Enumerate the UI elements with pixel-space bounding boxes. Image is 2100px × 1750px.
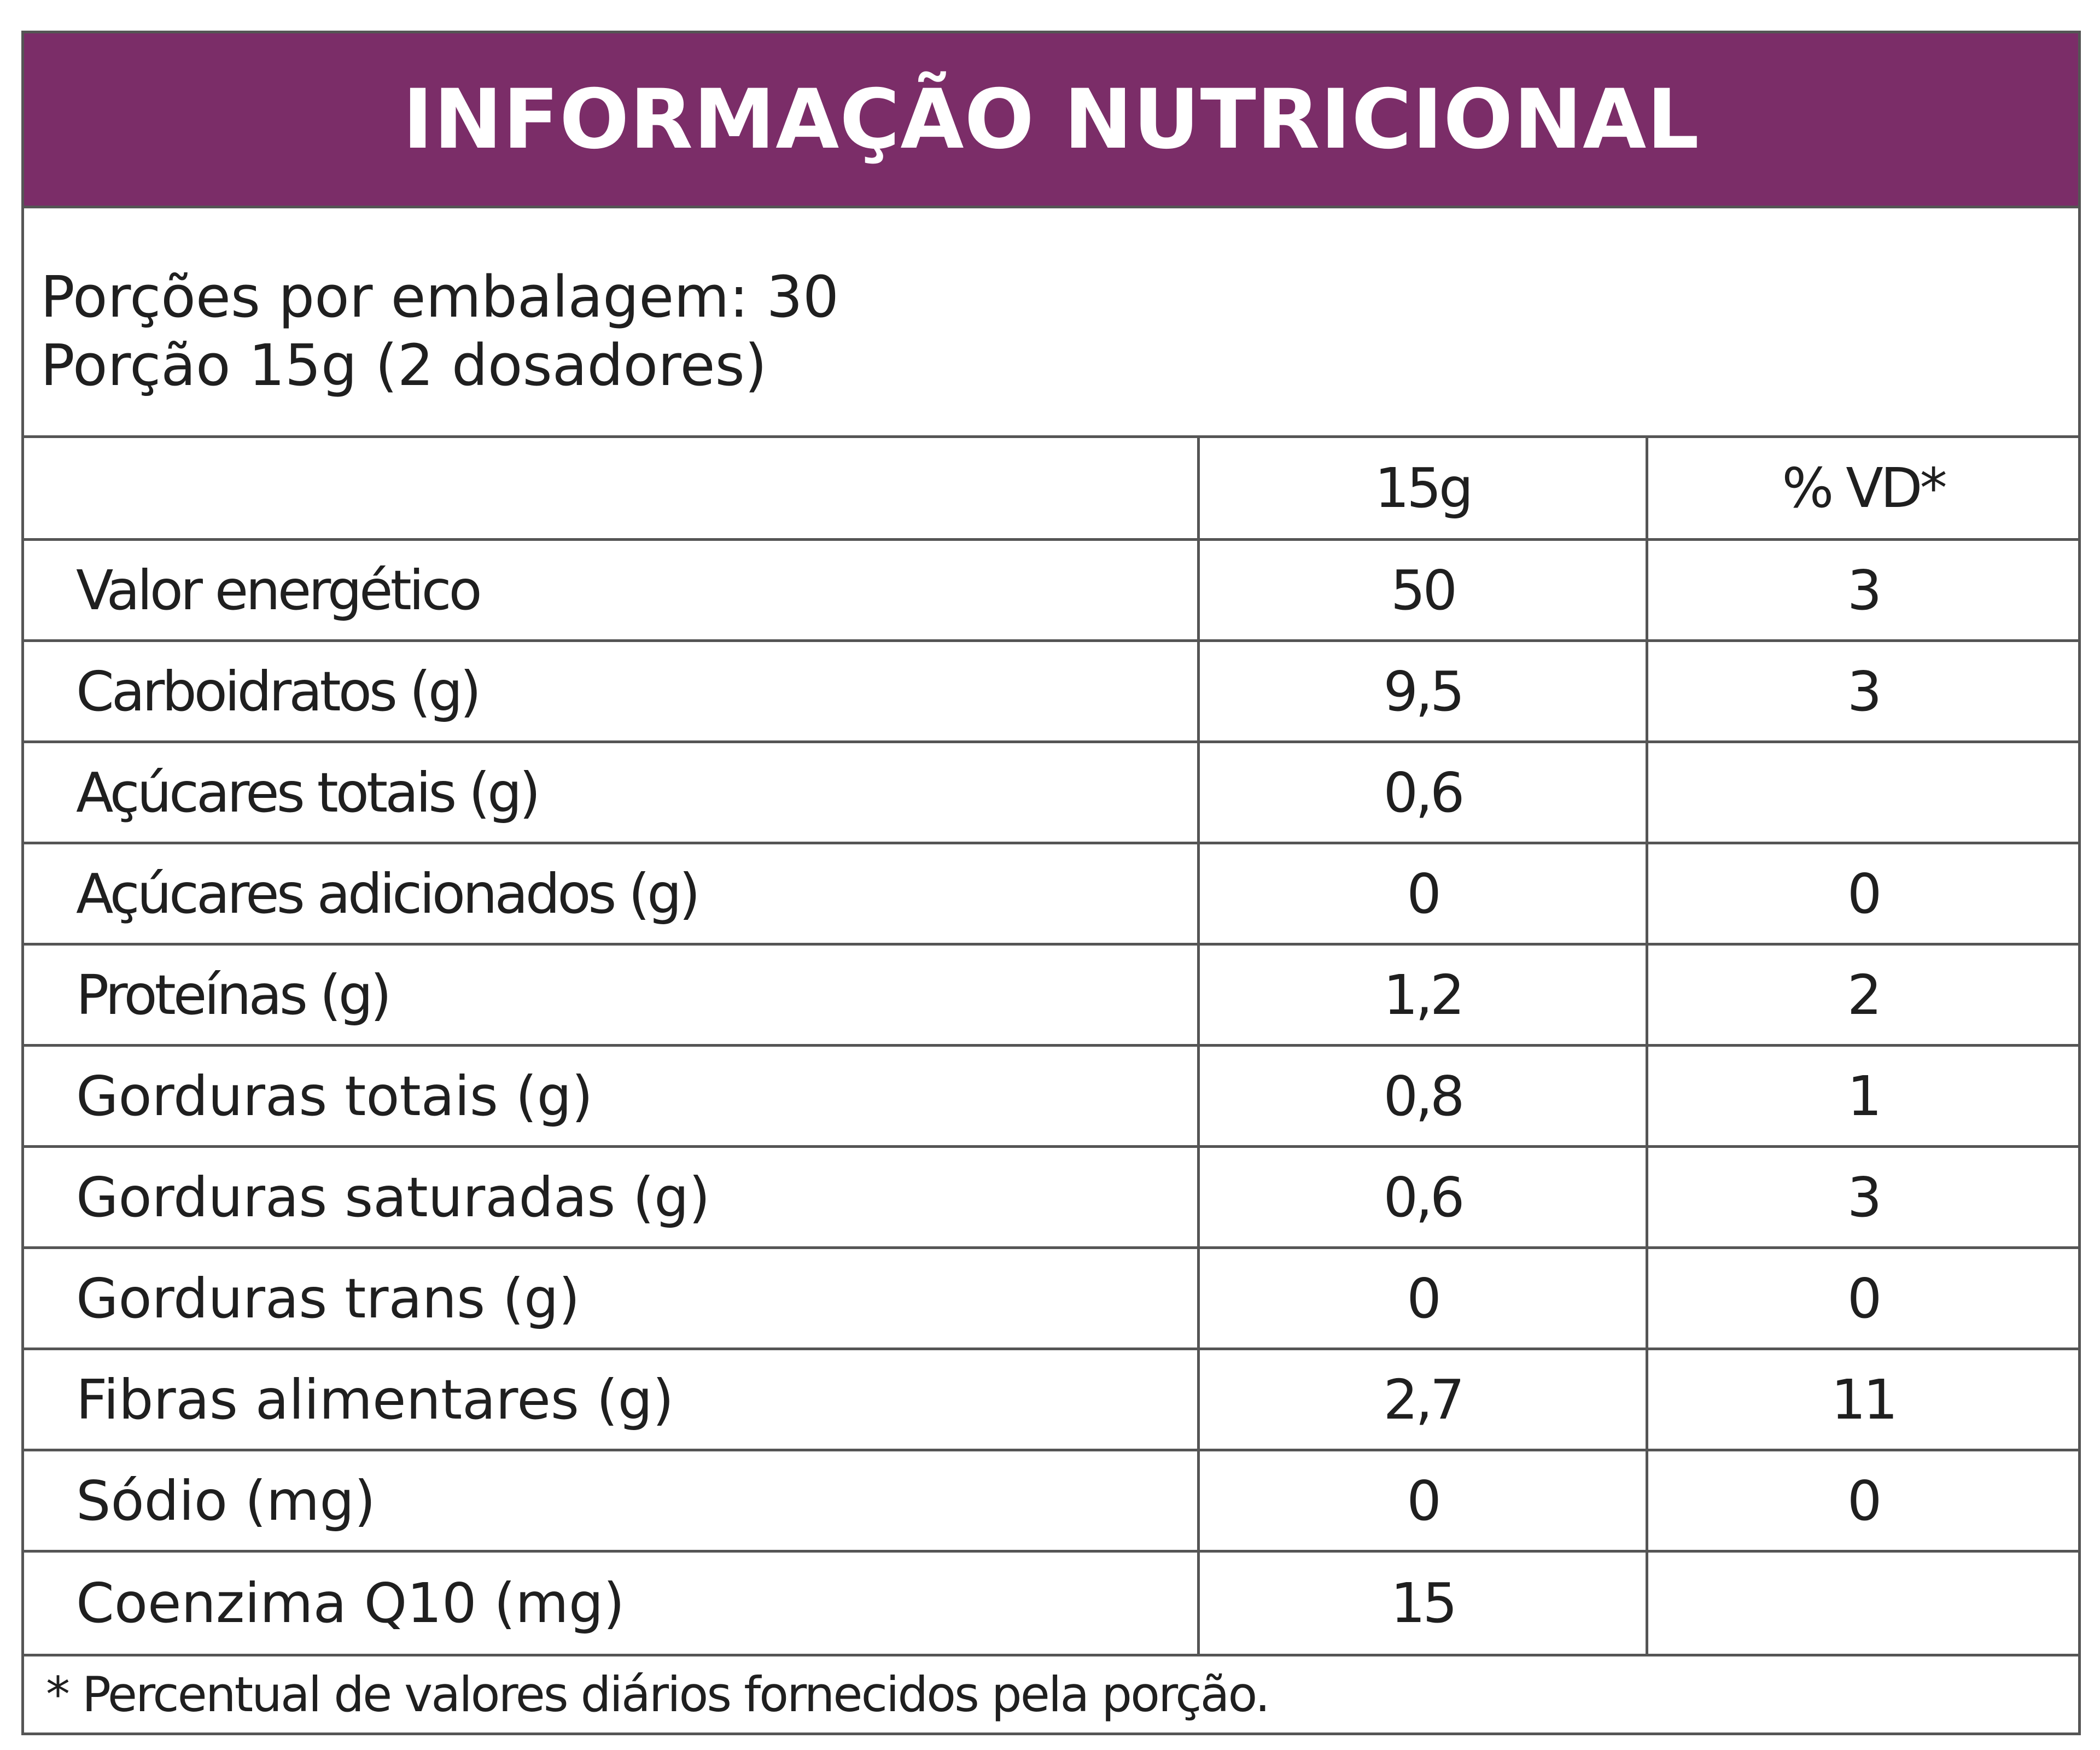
nutrient-quantity: 0,8: [1200, 1047, 1648, 1145]
nutrient-quantity: 15: [1200, 1553, 1648, 1654]
nutrient-quantity: 0: [1200, 844, 1648, 943]
daily-value-footnote: * Percentual de valores diários fornecid…: [46, 1666, 1270, 1723]
table-row: Valor energético 50 3: [24, 541, 2078, 642]
nutrient-quantity: 2,7: [1200, 1350, 1648, 1449]
nutrient-quantity: 9,5: [1200, 642, 1648, 740]
nutrient-daily-value: [1648, 743, 2078, 842]
table-row: Açúcares totais (g) 0,6: [24, 743, 2078, 844]
table-row: Açúcares adicionados (g) 0 0: [24, 844, 2078, 946]
nutrition-header: INFORMAÇÃO NUTRICIONAL: [24, 33, 2078, 208]
nutrient-name: Proteínas (g): [24, 946, 1200, 1044]
table-row: Coenzima Q10 (mg) 15: [24, 1553, 2078, 1656]
nutrient-quantity: 1,2: [1200, 946, 1648, 1044]
nutrient-name: Carboidratos (g): [24, 642, 1200, 740]
nutrient-quantity: 0: [1200, 1249, 1648, 1348]
nutrient-daily-value: 3: [1847, 558, 1882, 622]
nutrient-daily-value: [1648, 1553, 2078, 1654]
nutrient-name: Açúcares adicionados (g): [24, 844, 1200, 943]
nutrient-quantity: 0,6: [1200, 1148, 1648, 1246]
nutrient-daily-value: 2: [1847, 962, 1882, 1027]
nutrition-facts-label: INFORMAÇÃO NUTRICIONAL Porções por embal…: [21, 31, 2081, 1735]
nutrient-daily-value: 0: [1847, 1468, 1882, 1533]
nutrient-name: Gorduras trans (g): [24, 1249, 1200, 1348]
nutrition-title: INFORMAÇÃO NUTRICIONAL: [402, 72, 1700, 167]
servings-info: Porções por embalagem: 30 Porção 15g (2 …: [24, 208, 2078, 438]
nutrient-daily-value: 11: [1831, 1367, 1898, 1432]
table-row: Sódio (mg) 0 0: [24, 1451, 2078, 1553]
column-header-nutrient: [24, 438, 1200, 538]
column-header-quantity: 15g: [1200, 438, 1648, 538]
table-row: Gorduras trans (g) 0 0: [24, 1249, 2078, 1350]
table-header-row: 15g % VD*: [24, 438, 2078, 541]
table-row: Gorduras totais (g) 0,8 1: [24, 1047, 2078, 1148]
table-row: Fibras alimentares (g) 2,7 11: [24, 1350, 2078, 1451]
nutrient-name: Fibras alimentares (g): [24, 1350, 1200, 1449]
nutrient-name: Valor energético: [24, 541, 1200, 639]
table-row: Gorduras saturadas (g) 0,6 3: [24, 1148, 2078, 1249]
portion-size: Porção 15g (2 dosadores): [40, 332, 767, 399]
nutrient-quantity: 0: [1200, 1451, 1648, 1550]
servings-per-package: Porções por embalagem: 30: [40, 264, 839, 330]
nutrient-daily-value: 3: [1847, 659, 1882, 724]
nutrient-name: Gorduras totais (g): [24, 1047, 1200, 1145]
nutrition-table: 15g % VD* Valor energético 50 3 Carboidr…: [24, 438, 2078, 1656]
nutrient-quantity: 50: [1200, 541, 1648, 639]
nutrient-name: Açúcares totais (g): [24, 743, 1200, 842]
nutrient-daily-value: 1: [1847, 1064, 1882, 1128]
nutrient-daily-value: 0: [1847, 1266, 1882, 1331]
nutrient-daily-value: 0: [1847, 861, 1882, 926]
nutrient-daily-value: 3: [1847, 1165, 1882, 1229]
nutrient-quantity: 0,6: [1200, 743, 1648, 842]
column-header-daily-value: % VD*: [1782, 456, 1947, 520]
nutrient-name: Sódio (mg): [24, 1451, 1200, 1550]
nutrient-name: Gorduras saturadas (g): [24, 1148, 1200, 1246]
table-row: Carboidratos (g) 9,5 3: [24, 642, 2078, 743]
nutrient-name: Coenzima Q10 (mg): [24, 1553, 1200, 1654]
table-row: Proteínas (g) 1,2 2: [24, 946, 2078, 1047]
